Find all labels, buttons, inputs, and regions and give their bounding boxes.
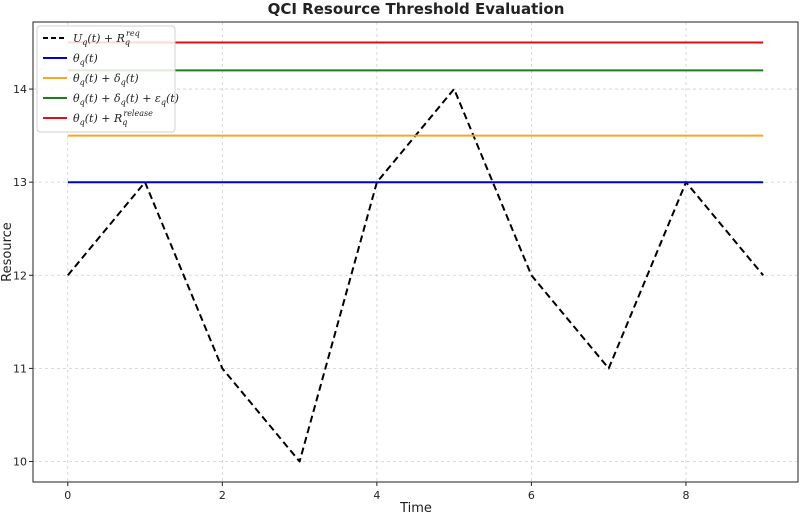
y-tick-label: 12 xyxy=(13,269,27,282)
y-axis-label: Resource xyxy=(0,222,15,282)
x-tick-label: 4 xyxy=(373,489,380,502)
legend-label: θq(t) + Rqrelease xyxy=(73,109,153,127)
legend-label: θq(t) + δq(t) xyxy=(73,72,139,87)
legend-label: θq(t) + δq(t) + εq(t) xyxy=(73,92,179,107)
legend-box xyxy=(36,25,176,133)
y-axis: 10 11 12 13 14 xyxy=(13,83,33,469)
legend: Uq(t) + Rqreq θq(t) θq(t) + δq(t) θq(t) + δ… xyxy=(36,25,179,133)
legend-label: Uq(t) + Rqreq xyxy=(73,29,140,47)
chart-title: QCI Resource Threshold Evaluation xyxy=(268,0,565,18)
x-tick-label: 6 xyxy=(528,489,535,502)
y-tick-label: 11 xyxy=(13,362,27,375)
plot-frame xyxy=(32,21,799,483)
y-tick-label: 14 xyxy=(13,83,27,96)
x-axis-label: Time xyxy=(399,501,432,513)
y-tick-label: 10 xyxy=(13,456,27,469)
x-tick-label: 0 xyxy=(64,489,71,502)
legend-label: θq(t) xyxy=(73,52,98,67)
y-tick-label: 13 xyxy=(13,176,27,189)
x-axis: 0 2 4 6 8 xyxy=(64,482,689,502)
x-tick-label: 8 xyxy=(682,489,689,502)
series-layer xyxy=(67,41,764,463)
x-tick-label: 2 xyxy=(219,489,226,502)
